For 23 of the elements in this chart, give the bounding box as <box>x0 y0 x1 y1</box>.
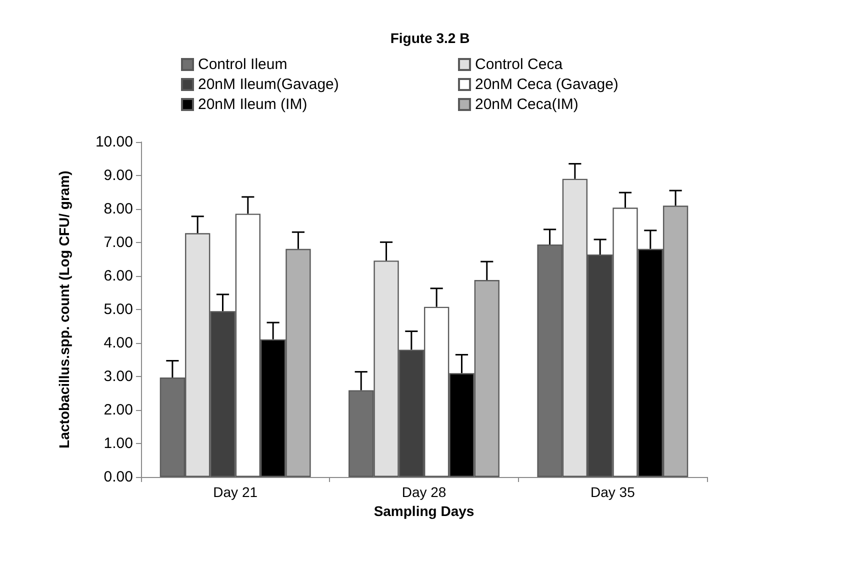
legend-label: Control Ileum <box>198 56 288 73</box>
y-axis-title: Lactobacillus.spp. count (Log CFU/ gram) <box>56 170 72 448</box>
legend-label: Control Ceca <box>475 56 564 73</box>
legend-label: 20nM Ileum (IM) <box>198 96 308 113</box>
y-tick-label: 10.00 <box>95 134 133 150</box>
y-tick-label: 0.00 <box>104 468 133 486</box>
x-tick-label: Day 35 <box>590 484 636 500</box>
chart-title: Figute 3.2 B <box>390 30 470 46</box>
y-tick-label: 2.00 <box>104 402 133 418</box>
y-tick-label: 9.00 <box>104 167 133 184</box>
legend-label: 20nM Ileum(Gavage) <box>198 76 339 93</box>
x-axis-title: Sampling Days <box>374 502 474 519</box>
legend-label: 20nM Ceca(IM) <box>475 96 578 113</box>
y-tick-label: 5.00 <box>104 301 133 318</box>
legend-label: 20nM Ceca (Gavage) <box>475 76 618 93</box>
y-tick-label: 3.00 <box>104 368 133 385</box>
x-tick-label: Day 28 <box>402 484 446 500</box>
y-tick-label: 6.00 <box>104 268 133 284</box>
y-tick-label: 1.00 <box>104 435 133 452</box>
y-tick-label: 8.00 <box>104 200 133 218</box>
y-tick-label: 4.00 <box>104 334 133 352</box>
y-tick-label: 7.00 <box>104 234 133 251</box>
x-tick-label: Day 21 <box>213 484 258 500</box>
